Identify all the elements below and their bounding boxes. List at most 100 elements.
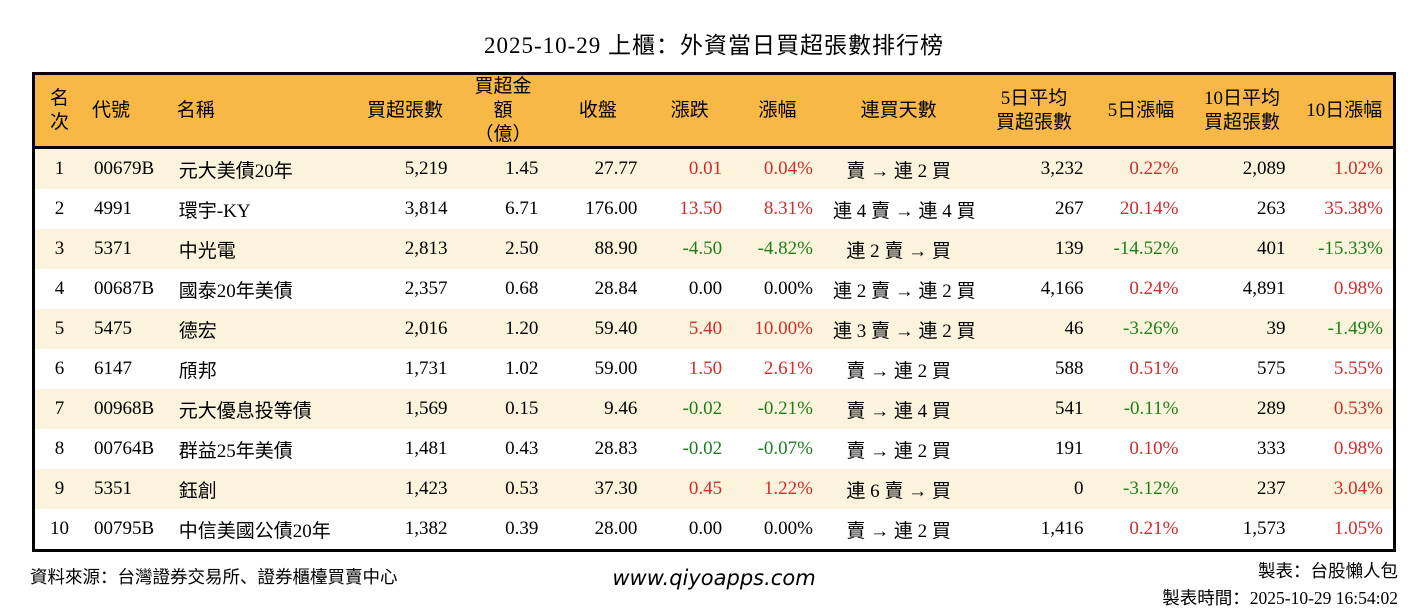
cell-avg5: 1,416	[1040, 518, 1084, 540]
cell-pct5: -3.26%	[1123, 318, 1179, 340]
cell-code: 00679B	[93, 158, 155, 180]
cell-net_buy: 2,357	[404, 278, 448, 300]
cell-name: 中光電	[178, 240, 236, 262]
cell-change: 0.01	[688, 158, 723, 180]
cell-close: 59.40	[594, 318, 638, 340]
table-row: 5 5475 德宏 2,016 1.20 59.40 5.40 10.00% 連 3 賣 → 連…	[33, 309, 1395, 350]
table-row: 3 5371 中光電 2,813 2.50 88.90 -4.50 -4.82% 連 2 賣 →…	[33, 229, 1395, 270]
column-header-avg5: 5日平均 買超張數	[974, 73, 1094, 150]
data-source-note: 資料來源：台灣證券交易所、證券櫃檯買賣中心	[30, 567, 398, 588]
cell-change: -0.02	[682, 398, 723, 420]
cell-code: 6147	[93, 358, 132, 380]
cell-avg5: 46	[1064, 318, 1084, 340]
cell-streak: 連 4 賣 → 連 4 買	[832, 200, 976, 222]
cell-net_buy: 5,219	[404, 158, 448, 180]
cell-avg5: 0	[1074, 478, 1084, 500]
cell-code: 00764B	[93, 438, 155, 460]
column-header-close: 收盤	[548, 73, 648, 150]
cell-streak: 賣 → 連 2 買	[846, 520, 951, 542]
cell-avg5: 267	[1055, 198, 1084, 220]
cell-avg10: 4,891	[1242, 278, 1286, 300]
table-row: 10 00795B 中信美國公債20年 1,382 0.39 28.00 0.00 0.00%…	[34, 509, 1395, 551]
cell-avg10: 237	[1256, 478, 1286, 500]
cell-change: -4.50	[682, 238, 723, 260]
table-header: 名次 代號 名稱 買超張數 買超金額 （億） 收盤 漲跌 漲幅 連買天數 5日平均 買超張數 5日漲幅 1…	[33, 73, 1395, 150]
cell-change_pct: 2.61%	[763, 358, 813, 380]
cell-change: 1.50	[688, 358, 723, 380]
cell-pct5: 20.14%	[1119, 198, 1179, 220]
cell-close: 59.00	[594, 358, 638, 380]
cell-close: 28.00	[594, 518, 638, 540]
cell-avg5: 588	[1055, 358, 1084, 380]
cell-close: 88.90	[594, 238, 638, 260]
cell-rank: 2	[54, 198, 65, 220]
table-row: 9 5351 鈺創 1,423 0.53 37.30 0.45 1.22% 連 6 賣 → 買 0…	[33, 469, 1395, 510]
cell-name: 中信美國公債20年	[178, 520, 331, 542]
cell-pct10: 0.98%	[1333, 438, 1383, 460]
cell-close: 27.77	[594, 158, 638, 180]
cell-close: 176.00	[585, 198, 638, 220]
cell-net_buy: 1,481	[404, 438, 448, 460]
cell-change_pct: -0.07%	[757, 438, 813, 460]
cell-code: 4991	[93, 198, 132, 220]
cell-rank: 9	[54, 478, 65, 500]
cell-name: 環宇-KY	[178, 200, 251, 222]
table-header-row: 名次 代號 名稱 買超張數 買超金額 （億） 收盤 漲跌 漲幅 連買天數 5日平均 買超張數 5日漲幅 1…	[33, 73, 1395, 150]
cell-avg10: 263	[1256, 198, 1286, 220]
cell-avg5: 4,166	[1040, 278, 1084, 300]
cell-avg5: 3,232	[1040, 158, 1084, 180]
cell-name: 國泰20年美債	[178, 280, 293, 302]
cell-avg10: 401	[1256, 238, 1286, 260]
cell-pct10: 1.02%	[1333, 158, 1383, 180]
cell-amount: 0.68	[505, 278, 539, 300]
cell-net_buy: 1,382	[404, 518, 448, 540]
cell-rank: 10	[49, 518, 69, 540]
cell-pct5: 0.51%	[1129, 358, 1179, 380]
column-header-pct10: 10日漲幅	[1295, 73, 1395, 150]
cell-avg5: 541	[1055, 398, 1084, 420]
cell-close: 9.46	[604, 398, 638, 420]
cell-close: 37.30	[594, 478, 638, 500]
cell-rank: 7	[54, 398, 65, 420]
cell-streak: 連 2 賣 → 連 2 買	[832, 280, 976, 302]
cell-amount: 2.50	[505, 238, 539, 260]
cell-name: 頎邦	[178, 360, 217, 382]
cell-avg10: 333	[1256, 438, 1286, 460]
cell-name: 鈺創	[178, 480, 217, 502]
column-header-change_pct: 漲幅	[732, 73, 823, 150]
cell-avg10: 1,573	[1242, 518, 1286, 540]
cell-streak: 賣 → 連 2 買	[846, 160, 951, 182]
cell-code: 00968B	[93, 398, 155, 420]
column-header-rank: 名次	[33, 73, 84, 150]
column-header-code: 代號	[83, 73, 169, 150]
cell-change: 0.45	[688, 478, 723, 500]
cell-pct10: 5.55%	[1333, 358, 1383, 380]
cell-name: 群益25年美債	[178, 440, 293, 462]
cell-pct5: 0.22%	[1129, 158, 1179, 180]
cell-pct5: -0.11%	[1123, 398, 1179, 420]
cell-change_pct: 0.04%	[763, 158, 813, 180]
cell-name: 元大美債20年	[178, 160, 293, 182]
net-buy-ranking-table: 名次 代號 名稱 買超張數 買超金額 （億） 收盤 漲跌 漲幅 連買天數 5日平均 買超張數 5日漲幅 1…	[32, 72, 1396, 553]
cell-pct10: -15.33%	[1318, 238, 1383, 260]
cell-pct10: 0.98%	[1333, 278, 1383, 300]
cell-pct5: -3.12%	[1123, 478, 1179, 500]
cell-change_pct: 8.31%	[763, 198, 813, 220]
table-row: 7 00968B 元大優息投等債 1,569 0.15 9.46 -0.02 -0.21% 賣 …	[33, 389, 1395, 430]
cell-streak: 賣 → 連 2 買	[846, 360, 951, 382]
cell-amount: 0.43	[505, 438, 539, 460]
column-header-amount: 買超金額 （億）	[457, 73, 549, 150]
credit-timestamp: 製表時間：2025-10-29 16:54:02	[1162, 588, 1399, 609]
cell-rank: 4	[54, 278, 65, 300]
cell-streak: 連 3 賣 → 連 2 買	[832, 320, 976, 342]
cell-streak: 連 2 賣 → 買	[846, 240, 951, 262]
cell-change: 5.40	[688, 318, 723, 340]
cell-code: 5475	[93, 318, 132, 340]
credit-author: 製表：台股懶人包	[1258, 561, 1399, 582]
cell-change: 13.50	[679, 198, 723, 220]
cell-net_buy: 2,813	[404, 238, 448, 260]
cell-change_pct: 1.22%	[763, 478, 813, 500]
cell-close: 28.83	[594, 438, 638, 460]
cell-name: 元大優息投等債	[178, 400, 312, 422]
cell-amount: 0.15	[505, 398, 539, 420]
